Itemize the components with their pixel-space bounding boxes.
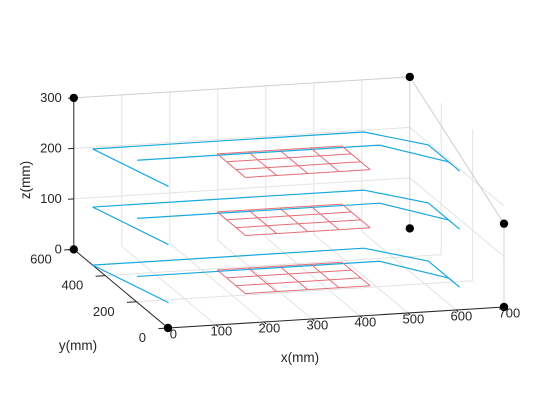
x-tick-label: 700 <box>498 305 520 320</box>
z-axis-label: z(mm) <box>18 161 33 199</box>
y-tick-label: 200 <box>93 304 115 319</box>
grid-line <box>314 234 408 313</box>
blue-toolpath <box>137 145 452 164</box>
y-tick-label: 0 <box>139 330 146 345</box>
red-grid-line <box>311 148 339 172</box>
blue-toolpath <box>93 207 169 245</box>
red-grid-line <box>342 146 370 170</box>
y-tick-label: 400 <box>61 278 83 293</box>
red-grid-line <box>227 154 352 162</box>
x-tick-label: 300 <box>306 317 328 332</box>
red-grid-line <box>245 228 370 236</box>
red-grid-line <box>342 262 370 286</box>
corner-marker <box>500 219 508 227</box>
y-tick <box>96 276 106 277</box>
red-grid-line <box>248 152 276 176</box>
grid-line <box>410 178 504 257</box>
blue-toolpath <box>137 203 452 222</box>
red-grid-line <box>342 204 370 228</box>
z-tick-label: 300 <box>40 90 62 105</box>
red-grid-line <box>236 278 361 286</box>
red-grid-line <box>227 270 352 278</box>
red-grid-line <box>245 286 370 294</box>
x-tick-label: 100 <box>210 323 232 338</box>
red-grid-line <box>280 150 308 174</box>
corner-marker <box>70 94 78 102</box>
tick-labels: 0 100 200 300 400 500 600 700020040060001002003… <box>30 90 520 345</box>
z-tick-label: 0 <box>55 241 62 256</box>
red-grid-line <box>217 262 342 270</box>
red-grid-line <box>236 220 361 228</box>
grid-line <box>410 127 504 206</box>
red-grid-line <box>245 170 370 178</box>
red-grid-line <box>311 206 339 230</box>
z-tick-label: 100 <box>40 191 62 206</box>
corner-marker <box>70 245 78 253</box>
x-tick-label: 500 <box>402 311 424 326</box>
red-grid-line <box>217 204 342 212</box>
grid-line <box>74 127 410 148</box>
red-grid-line <box>311 264 339 288</box>
red-grid-line <box>280 208 308 232</box>
x-tick-label: 600 <box>450 308 472 323</box>
grid-line <box>362 231 456 310</box>
x-axis-label: x(mm) <box>281 350 319 365</box>
red-grid-line <box>227 212 352 220</box>
red-grid-line <box>248 210 276 234</box>
blue-toolpath <box>93 149 169 187</box>
x-tick-label: 200 <box>258 320 280 335</box>
corner-marker <box>406 224 414 232</box>
data-series <box>93 132 460 303</box>
y-tick-label: 600 <box>30 251 52 266</box>
red-grid-line <box>248 268 276 292</box>
grid-line <box>105 255 441 276</box>
y-tick <box>127 302 137 303</box>
x-tick-label: 400 <box>354 314 376 329</box>
corner-markers <box>70 73 509 332</box>
red-grid-line <box>280 266 308 290</box>
red-grid-line <box>217 154 245 178</box>
red-grid-line <box>217 146 342 154</box>
red-grid-line <box>217 212 245 236</box>
box-edge <box>74 77 410 98</box>
corner-marker <box>406 73 414 81</box>
red-grid-line <box>236 162 361 170</box>
grid-line <box>137 281 473 302</box>
y-axis-label: y(mm) <box>59 338 97 353</box>
red-grid-line <box>217 270 245 294</box>
z-tick-label: 200 <box>40 140 62 155</box>
x-tick-label: 0 <box>170 326 177 341</box>
grid-line <box>74 178 410 199</box>
